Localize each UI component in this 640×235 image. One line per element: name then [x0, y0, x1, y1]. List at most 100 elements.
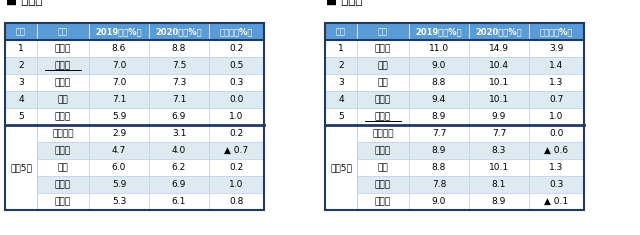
Text: ▲ 0.1: ▲ 0.1	[545, 197, 568, 206]
Text: 6.9: 6.9	[172, 180, 186, 189]
Bar	[89, 193, 149, 210]
Bar	[529, 23, 584, 40]
Text: 順位: 順位	[336, 27, 346, 36]
Bar	[409, 159, 469, 176]
Text: 7.5: 7.5	[172, 61, 186, 70]
Bar	[209, 125, 264, 142]
Bar	[325, 159, 357, 176]
Bar	[325, 193, 357, 210]
Text: 7.7: 7.7	[432, 129, 446, 138]
Bar	[149, 159, 209, 176]
Text: 7.0: 7.0	[112, 78, 126, 87]
Bar	[209, 74, 264, 91]
Bar	[209, 176, 264, 193]
Bar	[409, 176, 469, 193]
Text: 8.1: 8.1	[492, 180, 506, 189]
Bar	[209, 193, 264, 210]
Bar	[357, 176, 409, 193]
Bar	[529, 159, 584, 176]
Bar	[409, 40, 469, 57]
Text: 都心5区: 都心5区	[330, 163, 352, 172]
Text: 区名: 区名	[378, 27, 388, 36]
Text: ▲ 0.7: ▲ 0.7	[225, 146, 248, 155]
Bar	[149, 193, 209, 210]
Text: 9.9: 9.9	[492, 112, 506, 121]
Bar	[357, 193, 409, 210]
Text: 1.0: 1.0	[229, 180, 244, 189]
Bar	[89, 108, 149, 125]
Text: 2019年（%）: 2019年（%）	[96, 27, 142, 36]
Bar	[529, 40, 584, 57]
Bar	[149, 74, 209, 91]
Text: 千代田区: 千代田区	[372, 129, 394, 138]
Text: 10.1: 10.1	[489, 95, 509, 104]
Bar	[149, 91, 209, 108]
Text: 7.1: 7.1	[112, 95, 126, 104]
Bar	[469, 108, 529, 125]
Bar	[409, 142, 469, 159]
Bar	[37, 176, 89, 193]
Text: 8.9: 8.9	[432, 146, 446, 155]
Text: 14.9: 14.9	[489, 44, 509, 53]
Bar	[209, 23, 264, 40]
Text: 5.3: 5.3	[112, 197, 126, 206]
Text: 5: 5	[338, 112, 344, 121]
Text: 新宿区: 新宿区	[55, 180, 71, 189]
Text: 中央区: 中央区	[55, 146, 71, 155]
Text: 7.1: 7.1	[172, 95, 186, 104]
Text: 7.7: 7.7	[492, 129, 506, 138]
Text: 上昇幅（%）: 上昇幅（%）	[220, 27, 253, 36]
Text: 台東区: 台東区	[375, 44, 391, 53]
Bar	[37, 74, 89, 91]
Text: 9.0: 9.0	[432, 197, 446, 206]
Text: 0.7: 0.7	[549, 95, 564, 104]
Bar	[409, 23, 469, 40]
Text: 8.6: 8.6	[112, 44, 126, 53]
Text: 3: 3	[338, 78, 344, 87]
Text: 0.3: 0.3	[549, 180, 564, 189]
Text: 9.4: 9.4	[432, 95, 446, 104]
Bar	[37, 193, 89, 210]
Bar	[5, 125, 37, 142]
Text: 4: 4	[18, 95, 24, 104]
Text: 0.0: 0.0	[549, 129, 564, 138]
Text: 中央区: 中央区	[375, 146, 391, 155]
Bar	[357, 40, 409, 57]
Bar	[529, 125, 584, 142]
Text: 港区: 港区	[378, 163, 388, 172]
Text: 9.0: 9.0	[432, 61, 446, 70]
Text: 7.0: 7.0	[112, 61, 126, 70]
Bar	[5, 40, 37, 57]
Bar	[409, 74, 469, 91]
Bar	[5, 125, 37, 210]
Text: 渋谷区: 渋谷区	[375, 197, 391, 206]
Text: 3.1: 3.1	[172, 129, 186, 138]
Bar	[357, 57, 409, 74]
Bar	[357, 91, 409, 108]
Text: 3: 3	[18, 78, 24, 87]
Bar	[149, 108, 209, 125]
Text: 8.8: 8.8	[432, 78, 446, 87]
Text: 6.9: 6.9	[172, 112, 186, 121]
Text: 1.0: 1.0	[549, 112, 564, 121]
Text: 千代田区: 千代田区	[52, 129, 74, 138]
Bar	[5, 23, 264, 210]
Bar	[325, 108, 357, 125]
Text: 4: 4	[338, 95, 344, 104]
Text: 0.2: 0.2	[229, 163, 244, 172]
Text: 8.9: 8.9	[492, 197, 506, 206]
Text: 5.9: 5.9	[112, 112, 126, 121]
Bar	[37, 159, 89, 176]
Bar	[89, 57, 149, 74]
Text: 5.9: 5.9	[112, 180, 126, 189]
Bar	[469, 74, 529, 91]
Text: 6.1: 6.1	[172, 197, 186, 206]
Bar	[209, 159, 264, 176]
Bar	[89, 40, 149, 57]
Bar	[37, 142, 89, 159]
Text: 7.3: 7.3	[172, 78, 186, 87]
Bar	[469, 40, 529, 57]
Text: 8.9: 8.9	[432, 112, 446, 121]
Bar	[529, 91, 584, 108]
Bar	[469, 23, 529, 40]
